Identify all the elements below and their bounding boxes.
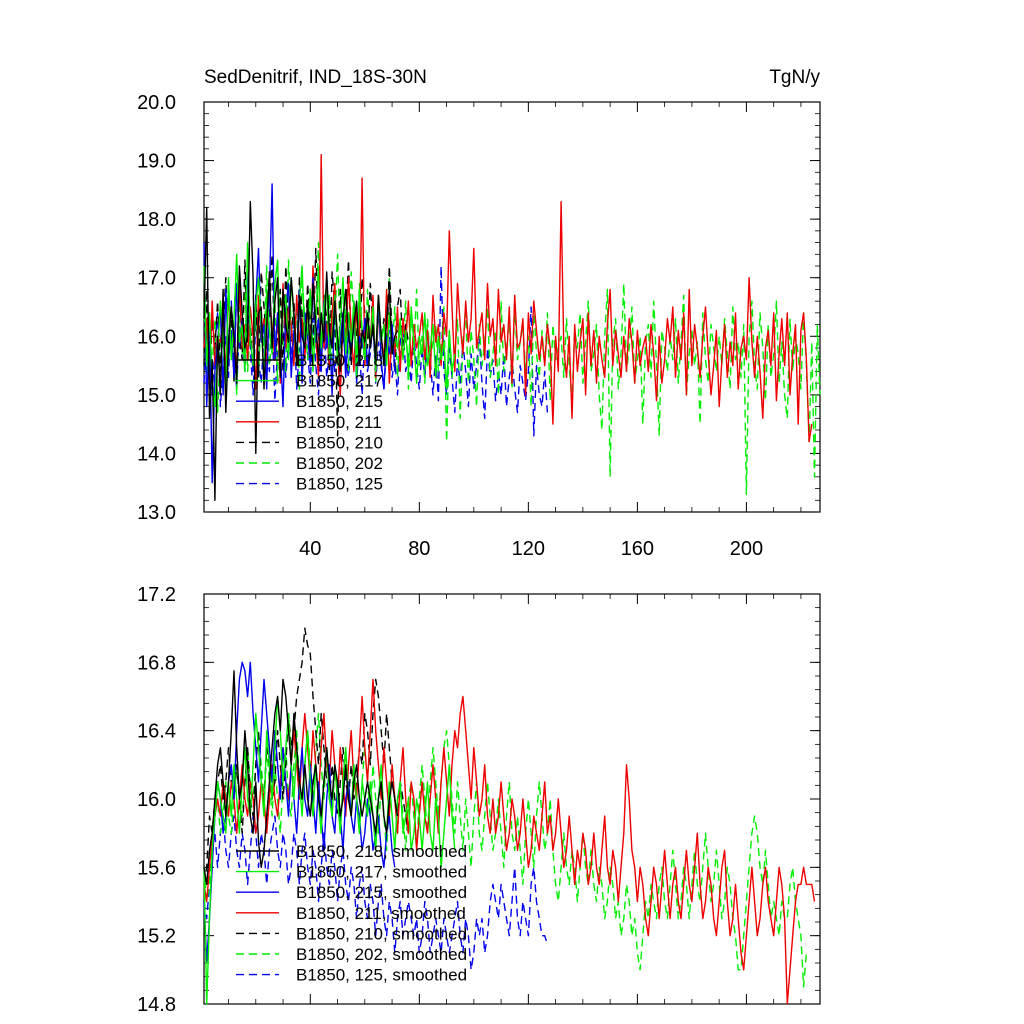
y-tick-label: 15.6 (137, 857, 176, 879)
top-chart-title: SedDenitrif, IND_18S-30N (204, 67, 427, 88)
bottom-series-line-b1850-125-smoothed (203, 815, 549, 971)
y-tick-label: 19.0 (137, 151, 176, 173)
bottom-legend-label-b1850-210-smoothed: B1850, 210, smoothed (296, 924, 467, 943)
y-tick-label: 15.2 (137, 926, 176, 948)
y-tick-label: 16.0 (137, 326, 176, 348)
bottom-legend: B1850, 218, smoothed B1850, 217, smoothed… (236, 842, 467, 985)
y-tick-label: 17.2 (137, 584, 176, 606)
top-legend-label-b1850-125: B1850, 125 (296, 475, 383, 494)
bottom-legend-label-b1850-202-smoothed: B1850, 202, smoothed (296, 945, 467, 964)
top-legend-label-b1850-215: B1850, 215 (296, 392, 383, 411)
y-tick-label: 14.8 (137, 994, 176, 1016)
top-axes: 13.0 14.0 15.0 16.0 17.0 18.0 19.0 20.0 40 80 120 1… (137, 92, 820, 560)
y-tick-label: 14.0 (137, 443, 176, 465)
y-tick-label: 16.0 (137, 789, 176, 811)
bottom-panel: 14.8 15.2 15.6 16.0 16.4 16.8 17.2 B1850, 218,… (137, 584, 821, 1016)
top-series-line-b1850-211 (203, 153, 813, 443)
y-tick-label: 16.8 (137, 652, 176, 674)
top-legend-label-b1850-211: B1850, 211 (296, 413, 382, 432)
top-legend-label-b1850-217: B1850, 217 (296, 372, 383, 391)
y-tick-label: 20.0 (137, 92, 176, 114)
top-panel: SedDenitrif, IND_18S-30N TgN/y 13.014.01… (137, 67, 821, 560)
bottom-legend-label-b1850-218-smoothed: B1850, 218, smoothed (296, 842, 467, 861)
x-tick-label: 200 (730, 538, 763, 560)
x-tick-label: 120 (512, 538, 545, 560)
bottom-legend-label-b1850-215-smoothed: B1850, 215, smoothed (296, 883, 467, 902)
bottom-legend-label-b1850-125-smoothed: B1850, 125, smoothed (296, 966, 467, 985)
bottom-series-line-b1850-211-smoothed (203, 678, 816, 1005)
bottom-series-line-b1850-202-smoothed (203, 712, 808, 988)
top-chart-units: TgN/y (769, 67, 820, 88)
top-series-line-b1850-218 (203, 200, 399, 501)
y-tick-label: 15.0 (137, 385, 176, 407)
x-tick-label: 160 (621, 538, 654, 560)
x-tick-label: 40 (299, 538, 321, 560)
bottom-series-line-b1850-217-smoothed (203, 695, 456, 1005)
bottom-axes: 14.8 15.2 15.6 16.0 16.4 16.8 17.2 (137, 584, 820, 1016)
bottom-series-line-b1850-218-smoothed (203, 670, 399, 886)
y-tick-label: 17.0 (137, 268, 176, 290)
y-tick-label: 13.0 (137, 502, 176, 524)
bottom-series-group (203, 627, 816, 1005)
top-series-line-b1850-202 (203, 241, 821, 496)
top-series-line-b1850-217 (203, 241, 456, 408)
top-series-group (203, 153, 821, 501)
y-tick-label: 18.0 (137, 209, 176, 231)
top-legend-label-b1850-218: B1850, 218 (296, 351, 383, 370)
top-legend-label-b1850-210: B1850, 210 (296, 433, 383, 452)
x-tick-label: 80 (408, 538, 430, 560)
bottom-legend-label-b1850-217-smoothed: B1850, 217, smoothed (296, 863, 467, 882)
y-tick-label: 16.4 (137, 721, 176, 743)
bottom-legend-label-b1850-211-smoothed: B1850, 211, smoothed (296, 904, 466, 923)
top-legend-label-b1850-202: B1850, 202 (296, 454, 383, 473)
